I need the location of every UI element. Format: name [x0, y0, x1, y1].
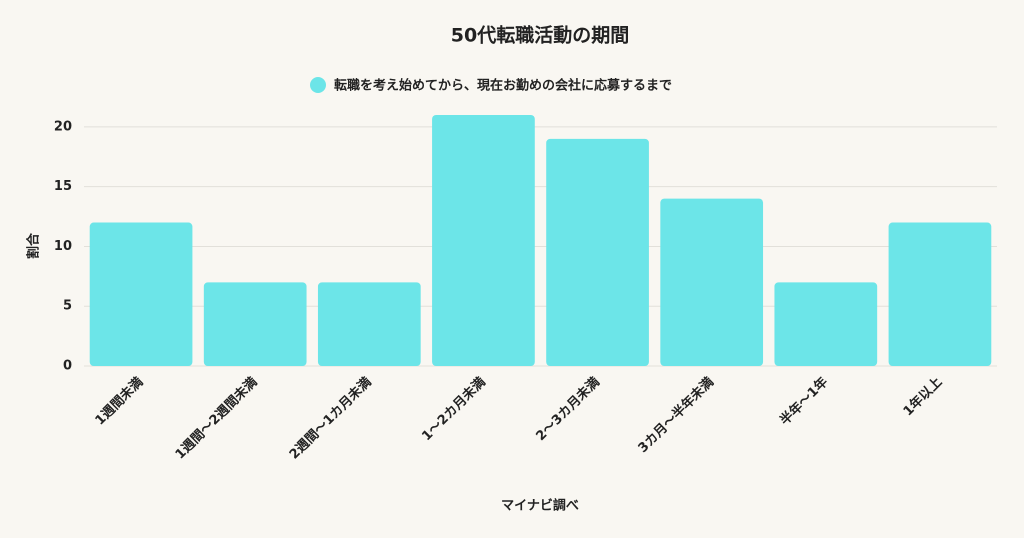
- bar: [432, 114, 535, 366]
- bar: [317, 282, 421, 366]
- x-tick-label: 1年以上: [900, 374, 945, 419]
- y-axis-label: 割合: [26, 232, 42, 259]
- bar: [546, 138, 649, 366]
- y-tick-label: 15: [54, 179, 72, 194]
- chart-title: 50代転職活動の期間: [451, 24, 629, 47]
- bar: [89, 222, 193, 366]
- legend-marker: [310, 77, 326, 93]
- x-tick-label: 3カ月〜半年未満: [635, 374, 717, 456]
- x-tick-label: 半年〜1年: [777, 374, 831, 428]
- x-tick-label: 2〜3カ月未満: [533, 374, 603, 444]
- x-tick-label: 1週間未満: [92, 374, 146, 428]
- bar: [774, 282, 878, 366]
- y-tick-label: 20: [54, 119, 72, 134]
- y-tick-label: 5: [63, 299, 72, 314]
- legend-label: 転職を考え始めてから、現在お勤めの会社に応募するまで: [334, 78, 672, 94]
- x-axis-label: マイナビ調べ: [501, 498, 579, 514]
- y-tick-label: 0: [63, 359, 72, 374]
- bar: [660, 198, 764, 366]
- x-tick-label: 1〜2カ月未満: [419, 374, 489, 444]
- bar: [888, 222, 992, 366]
- x-tick-label: 2週間〜1カ月未満: [286, 374, 374, 462]
- bar: [203, 282, 307, 366]
- x-tick-label: 1週間〜2週間未満: [172, 374, 260, 462]
- y-tick-label: 10: [54, 239, 72, 254]
